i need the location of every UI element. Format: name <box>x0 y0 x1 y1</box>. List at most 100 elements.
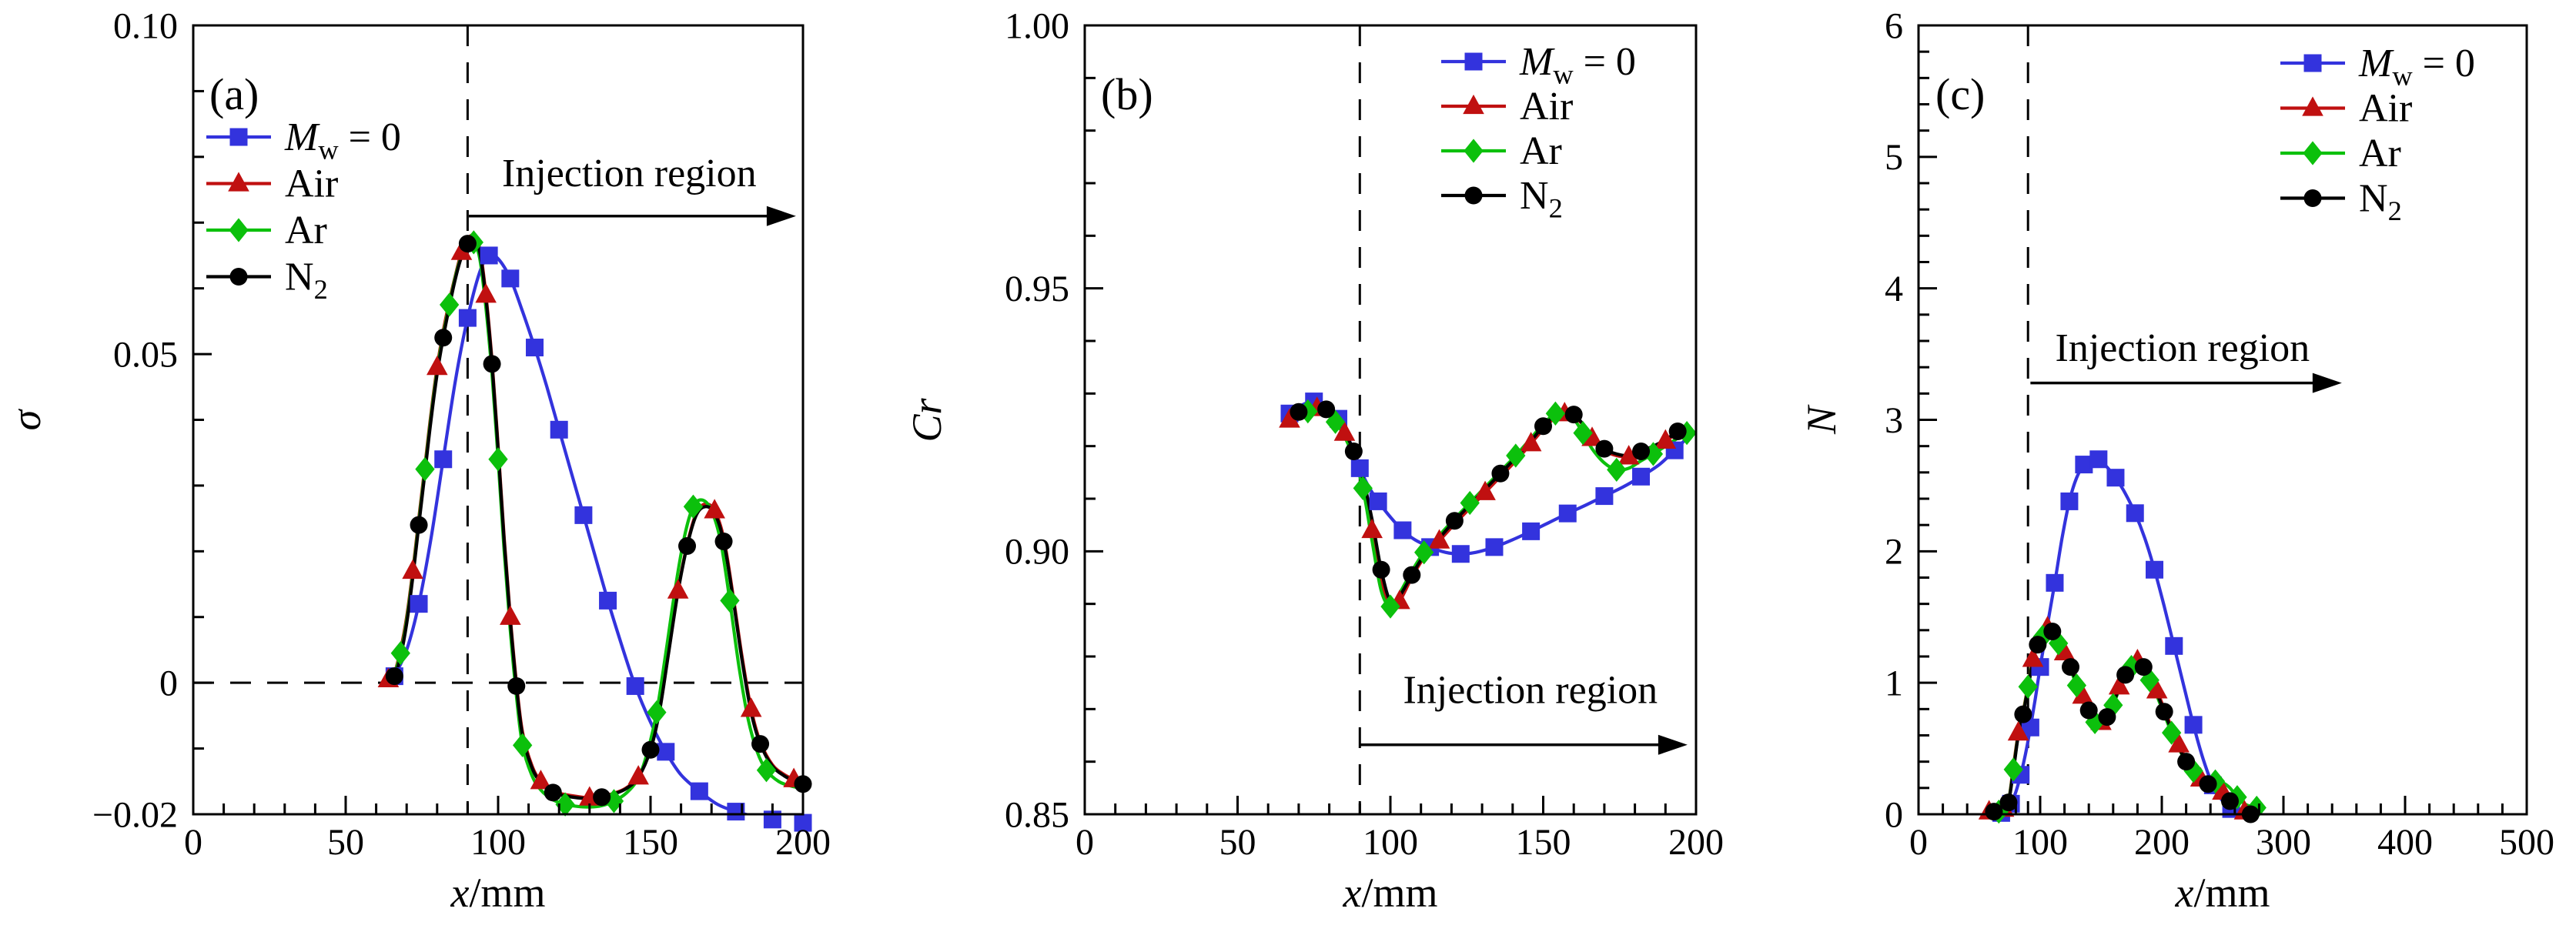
marker-triangle-icon <box>1618 445 1640 465</box>
marker-circle-icon <box>385 667 403 686</box>
legend-label-Air: Air <box>1520 85 1573 129</box>
marker-circle-icon <box>1344 443 1363 460</box>
marker-square-icon <box>1369 492 1387 510</box>
y-tick-label: 0.90 <box>1005 532 1069 573</box>
panel-a: 0 50 100 150 200 0 0.05 0.10 −0.02 x/mm σ (a) Inject… <box>3 5 831 916</box>
marker-triangle-icon <box>2072 684 2094 704</box>
marker-circle-icon <box>678 537 697 555</box>
marker-triangle-icon <box>500 605 521 625</box>
marker-triangle-icon <box>1654 429 1677 449</box>
marker-circle-icon <box>1668 423 1687 441</box>
marker-circle-icon <box>2014 705 2032 723</box>
marker-diamond-icon <box>647 700 667 725</box>
marker-square-icon <box>434 450 453 469</box>
marker-diamond-icon <box>1414 540 1434 565</box>
marker-circle-icon <box>434 329 453 347</box>
series-markers-N2 <box>385 235 812 807</box>
marker-square-icon <box>410 595 428 613</box>
marker-diamond-icon <box>1545 401 1566 426</box>
legend-marker-diamond-icon <box>229 218 249 242</box>
marker-diamond-icon <box>1460 490 1480 516</box>
y-axis-ticks: 0.85 0.90 0.95 1.00 <box>1005 5 1103 835</box>
marker-circle-icon <box>2199 775 2217 793</box>
series-lines <box>386 233 803 814</box>
marker-circle-icon <box>1564 406 1583 424</box>
y-tick-label: 3 <box>1885 400 1903 441</box>
legend-label-Mw0: Mw = 0 <box>1519 40 1636 89</box>
legend-label-Ar: Ar <box>2359 132 2401 175</box>
marker-triangle-icon <box>1520 432 1542 452</box>
marker-triangle-icon <box>475 283 497 303</box>
y-tick-label: 5 <box>1885 137 1903 178</box>
marker-circle-icon <box>1445 512 1464 530</box>
marker-square-icon <box>2075 456 2093 474</box>
marker-diamond-icon <box>683 494 704 519</box>
marker-square-icon <box>2060 492 2079 510</box>
marker-triangle-icon <box>627 765 649 785</box>
x-tick-label: 500 <box>2499 822 2554 863</box>
legend-label-N2: N2 <box>285 256 328 305</box>
marker-triangle-icon <box>2146 679 2168 699</box>
y-tick-label: 0 <box>159 663 178 703</box>
y-axis-label: Cr <box>904 398 950 443</box>
x-tick-label: 100 <box>470 822 526 863</box>
legend-marker-square-icon <box>2303 54 2322 72</box>
marker-diamond-icon <box>2003 757 2023 782</box>
x-axis-ticks: 0 100 200 300 400 500 <box>1909 796 2554 863</box>
marker-circle-icon <box>483 355 501 373</box>
marker-triangle-icon <box>1581 426 1603 446</box>
series-line-Ar <box>386 239 803 809</box>
y-tick-label: 0.85 <box>1005 794 1069 835</box>
marker-square-icon <box>2184 716 2203 734</box>
marker-diamond-icon <box>720 588 740 613</box>
marker-triangle-icon <box>2108 675 2130 695</box>
legend-marker-diamond-icon <box>1464 139 1484 163</box>
marker-diamond-icon <box>1573 420 1593 446</box>
panel-label: (c) <box>1935 69 1985 119</box>
legend-marker-square-icon <box>229 128 248 146</box>
legend-label-Mw0: Mw = 0 <box>2358 42 2475 91</box>
x-axis-label: x/mm <box>1343 870 1438 916</box>
marker-square-icon <box>727 803 745 821</box>
marker-triangle-icon <box>2022 647 2044 667</box>
x-tick-label: 200 <box>1668 822 1724 863</box>
legend-label-N2: N2 <box>1520 174 1563 223</box>
x-tick-label: 0 <box>184 822 202 863</box>
legend-marker-triangle-icon <box>228 172 249 192</box>
marker-square-icon <box>1393 521 1412 539</box>
marker-diamond-icon <box>1353 476 1373 500</box>
series-line-Mw0 <box>393 252 753 814</box>
marker-square-icon <box>2146 560 2164 579</box>
panel-label: (a) <box>209 69 259 119</box>
marker-circle-icon <box>1317 400 1336 419</box>
x-tick-label: 150 <box>1516 822 1571 863</box>
marker-circle-icon <box>2155 703 2173 721</box>
x-axis-label: x/mm <box>2175 870 2270 916</box>
marker-triangle-icon <box>402 559 423 580</box>
y-tick-label: 0.05 <box>113 334 178 375</box>
legend-marker-diamond-icon <box>2303 141 2323 165</box>
marker-circle-icon <box>507 676 526 695</box>
marker-diamond-icon <box>390 641 410 666</box>
marker-square-icon <box>599 591 617 610</box>
x-tick-label: 400 <box>2377 822 2433 863</box>
marker-diamond-icon <box>1506 443 1526 468</box>
marker-triangle-icon <box>1361 518 1383 539</box>
marker-square-icon <box>2106 469 2125 487</box>
legend-label-Mw0: Mw = 0 <box>284 115 401 165</box>
legend-marker-triangle-icon <box>2302 96 2323 116</box>
x-tick-label: 200 <box>775 822 831 863</box>
marker-circle-icon <box>1372 560 1390 579</box>
series-line-N2 <box>387 239 803 800</box>
marker-square-icon <box>2165 636 2183 655</box>
x-tick-label: 50 <box>327 822 364 863</box>
marker-square-icon <box>1485 538 1504 556</box>
marker-circle-icon <box>751 735 770 753</box>
y-tick-label: 4 <box>1885 269 1903 309</box>
y-tick-label: 0.95 <box>1005 269 1069 309</box>
